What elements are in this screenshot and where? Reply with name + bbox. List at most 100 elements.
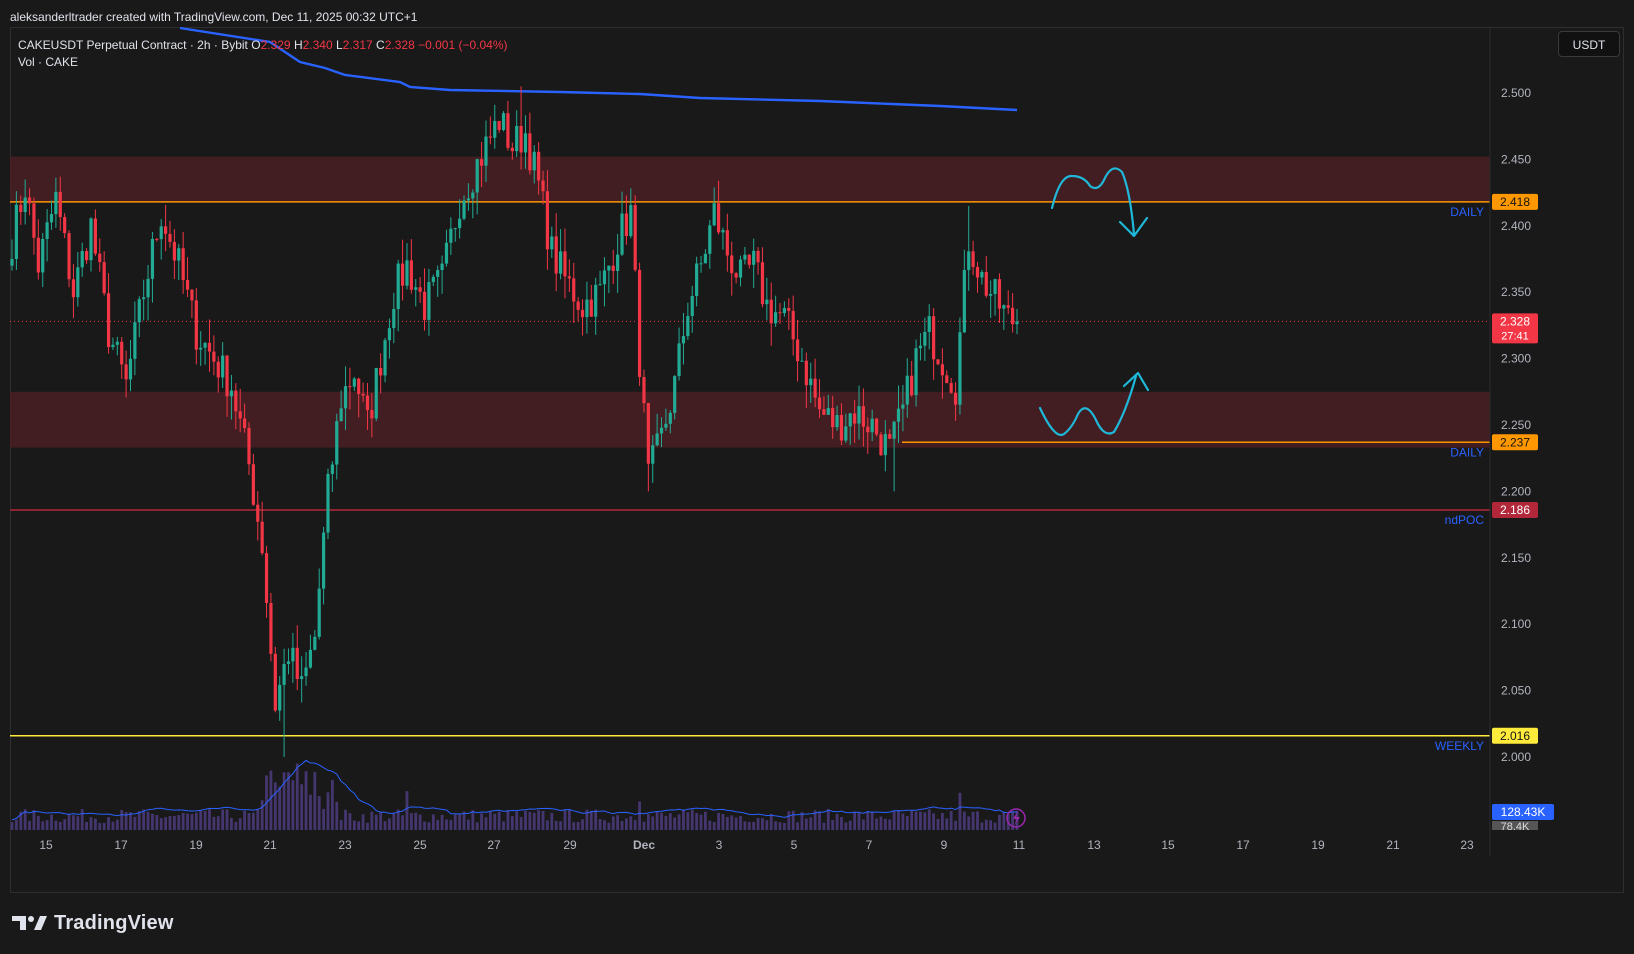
- candle-body[interactable]: [870, 418, 874, 433]
- candle-body[interactable]: [659, 427, 664, 434]
- candle-body[interactable]: [975, 266, 980, 278]
- candle-body[interactable]: [699, 263, 703, 265]
- candle-body[interactable]: [466, 198, 471, 201]
- candle-body[interactable]: [444, 242, 449, 264]
- candle-body[interactable]: [541, 180, 545, 192]
- candle-body[interactable]: [71, 279, 76, 298]
- candle-body[interactable]: [89, 218, 93, 261]
- candle-body[interactable]: [857, 406, 861, 424]
- candle-body[interactable]: [716, 203, 721, 233]
- candle-body[interactable]: [76, 267, 80, 298]
- candle-body[interactable]: [695, 263, 699, 296]
- candle-body[interactable]: [400, 263, 405, 286]
- candle-body[interactable]: [883, 434, 887, 456]
- candle-body[interactable]: [93, 218, 97, 254]
- candle-body[interactable]: [817, 397, 822, 410]
- candle-body[interactable]: [809, 378, 813, 386]
- candle-body[interactable]: [620, 213, 624, 255]
- candle-body[interactable]: [361, 393, 365, 396]
- candle-body[interactable]: [142, 297, 146, 300]
- candle-body[interactable]: [725, 230, 729, 256]
- candle-body[interactable]: [27, 197, 32, 204]
- candle-body[interactable]: [124, 364, 128, 380]
- candle-body[interactable]: [387, 328, 392, 341]
- candle-body[interactable]: [958, 332, 962, 405]
- candle-body[interactable]: [229, 390, 234, 397]
- candle-body[interactable]: [431, 276, 435, 283]
- candle-body[interactable]: [159, 226, 163, 240]
- candle-body[interactable]: [668, 412, 672, 424]
- candle-body[interactable]: [839, 415, 844, 441]
- candle-body[interactable]: [256, 504, 260, 522]
- candle-body[interactable]: [115, 341, 119, 345]
- candle-body[interactable]: [45, 222, 49, 239]
- candle-body[interactable]: [414, 287, 418, 290]
- candle-body[interactable]: [576, 301, 580, 310]
- candle-body[interactable]: [835, 415, 839, 428]
- candle-body[interactable]: [822, 409, 826, 415]
- volume-tag[interactable]: [1492, 804, 1554, 820]
- candle-body[interactable]: [462, 200, 466, 219]
- candle-body[interactable]: [523, 133, 528, 153]
- candle-body[interactable]: [558, 251, 563, 274]
- candle-body[interactable]: [300, 676, 304, 679]
- candle-body[interactable]: [313, 636, 317, 650]
- candle-body[interactable]: [23, 197, 27, 213]
- candle-body[interactable]: [317, 588, 321, 637]
- candle-body[interactable]: [488, 136, 492, 138]
- candle-body[interactable]: [251, 464, 255, 505]
- supply-demand-zone[interactable]: [10, 156, 1490, 202]
- candle-body[interactable]: [479, 159, 484, 166]
- price-chart[interactable]: DAILY DAILY ndPOC WEEKLY 2.500 2.450 2.400 2.3…: [0, 0, 1634, 900]
- candle-body[interactable]: [242, 418, 247, 429]
- candle-body[interactable]: [567, 276, 571, 279]
- candle-body[interactable]: [844, 426, 848, 441]
- candle-body[interactable]: [365, 395, 370, 410]
- candle-body[interactable]: [580, 309, 585, 318]
- candle-body[interactable]: [892, 421, 896, 439]
- candle-body[interactable]: [861, 406, 865, 427]
- candle-body[interactable]: [308, 649, 313, 668]
- candle-body[interactable]: [449, 228, 453, 243]
- candle-body[interactable]: [734, 273, 738, 278]
- candle-body[interactable]: [923, 331, 927, 346]
- candle-body[interactable]: [216, 361, 220, 378]
- candle-body[interactable]: [791, 310, 795, 340]
- candle-body[interactable]: [888, 434, 892, 439]
- candle-body[interactable]: [291, 647, 295, 662]
- candle-body[interactable]: [826, 408, 830, 415]
- candle-body[interactable]: [967, 251, 971, 271]
- supply-demand-zone[interactable]: [10, 391, 1490, 448]
- price-axis-tag[interactable]: [1492, 727, 1538, 744]
- candle-body[interactable]: [936, 359, 940, 365]
- candle-body[interactable]: [813, 378, 817, 398]
- candle-body[interactable]: [282, 663, 286, 685]
- candle-body[interactable]: [357, 378, 361, 394]
- candle-body[interactable]: [295, 647, 299, 679]
- candle-body[interactable]: [624, 213, 629, 237]
- candle-body[interactable]: [67, 233, 71, 280]
- candle-body[interactable]: [594, 284, 598, 317]
- candle-body[interactable]: [273, 653, 277, 711]
- candle-body[interactable]: [800, 360, 804, 362]
- candle-body[interactable]: [756, 250, 760, 263]
- candle-body[interactable]: [774, 312, 778, 324]
- drawn-arrow-down[interactable]: [1050, 167, 1136, 236]
- candle-body[interactable]: [545, 191, 550, 250]
- current-price-tag[interactable]: [1492, 313, 1538, 344]
- candle-body[interactable]: [1002, 305, 1006, 309]
- candle-body[interactable]: [598, 284, 602, 286]
- candle-body[interactable]: [458, 218, 462, 229]
- candle-body[interactable]: [383, 340, 387, 376]
- candle-body[interactable]: [453, 228, 457, 230]
- candle-body[interactable]: [63, 217, 67, 234]
- candle-body[interactable]: [519, 125, 523, 153]
- candle-body[interactable]: [422, 291, 427, 320]
- candle-body[interactable]: [506, 113, 510, 148]
- candle-body[interactable]: [905, 375, 909, 405]
- candle-body[interactable]: [602, 270, 607, 285]
- candle-body[interactable]: [804, 360, 808, 386]
- candle-body[interactable]: [352, 378, 356, 387]
- candle-body[interactable]: [769, 299, 773, 324]
- candle-body[interactable]: [120, 341, 124, 365]
